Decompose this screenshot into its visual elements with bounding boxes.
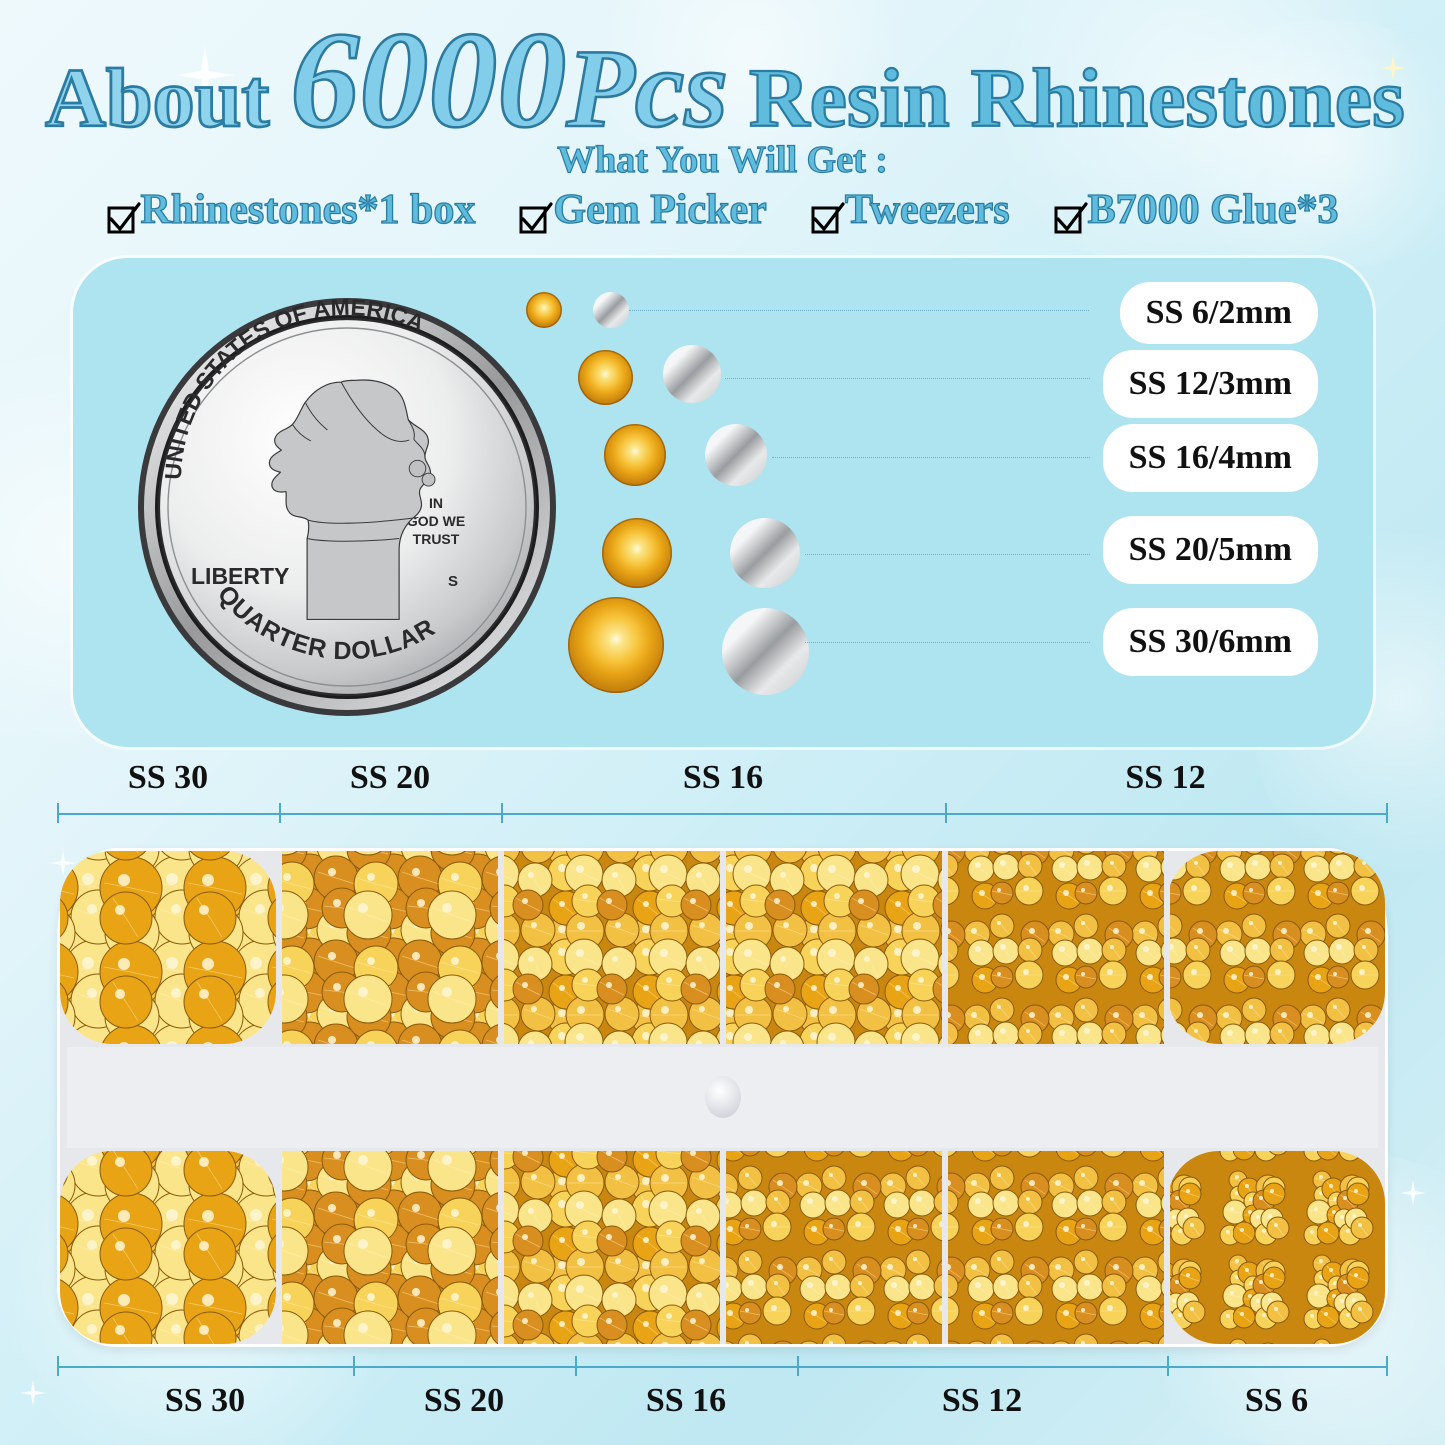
svg-text:LIBERTY: LIBERTY — [191, 563, 289, 589]
svg-text:S: S — [448, 573, 458, 590]
svg-text:TRUST: TRUST — [413, 531, 460, 547]
svg-text:IN: IN — [429, 495, 443, 511]
